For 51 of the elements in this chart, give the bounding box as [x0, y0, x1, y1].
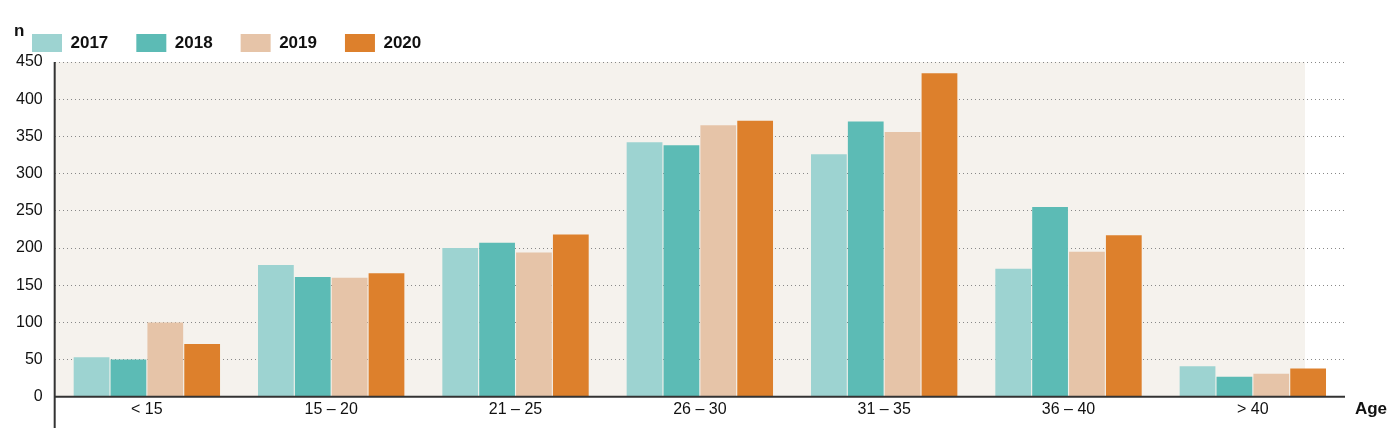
bar [1069, 251, 1105, 397]
bar [258, 265, 294, 397]
bar [921, 73, 958, 397]
y-tick-label: 350 [15, 126, 43, 144]
x-tick-label: 36 – 40 [1041, 399, 1096, 417]
bar [294, 277, 331, 397]
bar [1216, 376, 1253, 397]
y-tick-label: 400 [15, 89, 43, 107]
bar [73, 357, 110, 397]
bar [663, 145, 700, 397]
y-tick-label: 250 [15, 201, 43, 219]
x-tick-label: > 40 [1237, 399, 1269, 417]
legend-label: 2017 [70, 32, 109, 52]
x-axis-title: Age [1354, 398, 1387, 418]
legend-label: 2019 [279, 32, 317, 52]
bar [147, 322, 184, 397]
bar [884, 131, 921, 397]
bar [479, 242, 515, 397]
x-tick-label: 21 – 25 [488, 399, 543, 417]
y-tick-label: 0 [33, 387, 43, 405]
legend-label: 2020 [383, 32, 422, 52]
y-tick-label: 450 [15, 52, 43, 70]
x-tick-label: 26 – 30 [673, 399, 727, 417]
y-tick-label: 100 [15, 312, 43, 330]
bar [184, 343, 221, 397]
x-tick-label: 31 – 35 [857, 399, 911, 417]
y-tick-label: 50 [24, 350, 43, 368]
bar [737, 120, 774, 397]
bar [442, 248, 479, 397]
bar [516, 252, 552, 397]
y-tick-label: 150 [15, 275, 43, 293]
y-axis-title: n [14, 20, 25, 40]
bar [626, 142, 663, 397]
x-tick-label: 15 – 20 [304, 399, 358, 417]
bar [700, 125, 737, 397]
bar [847, 121, 884, 397]
bar [995, 268, 1032, 397]
bar [368, 273, 405, 397]
bar [1179, 366, 1216, 397]
legend-label: 2018 [174, 32, 213, 52]
bar [811, 154, 847, 397]
bar [1032, 207, 1068, 397]
bar [110, 359, 147, 397]
y-tick-label: 200 [15, 238, 43, 256]
bar [552, 234, 589, 397]
bar [1105, 235, 1142, 397]
bar [331, 277, 368, 397]
bar [1253, 373, 1290, 397]
y-tick-label: 300 [15, 164, 43, 182]
x-tick-label: < 15 [131, 399, 163, 417]
bar [1290, 368, 1327, 397]
